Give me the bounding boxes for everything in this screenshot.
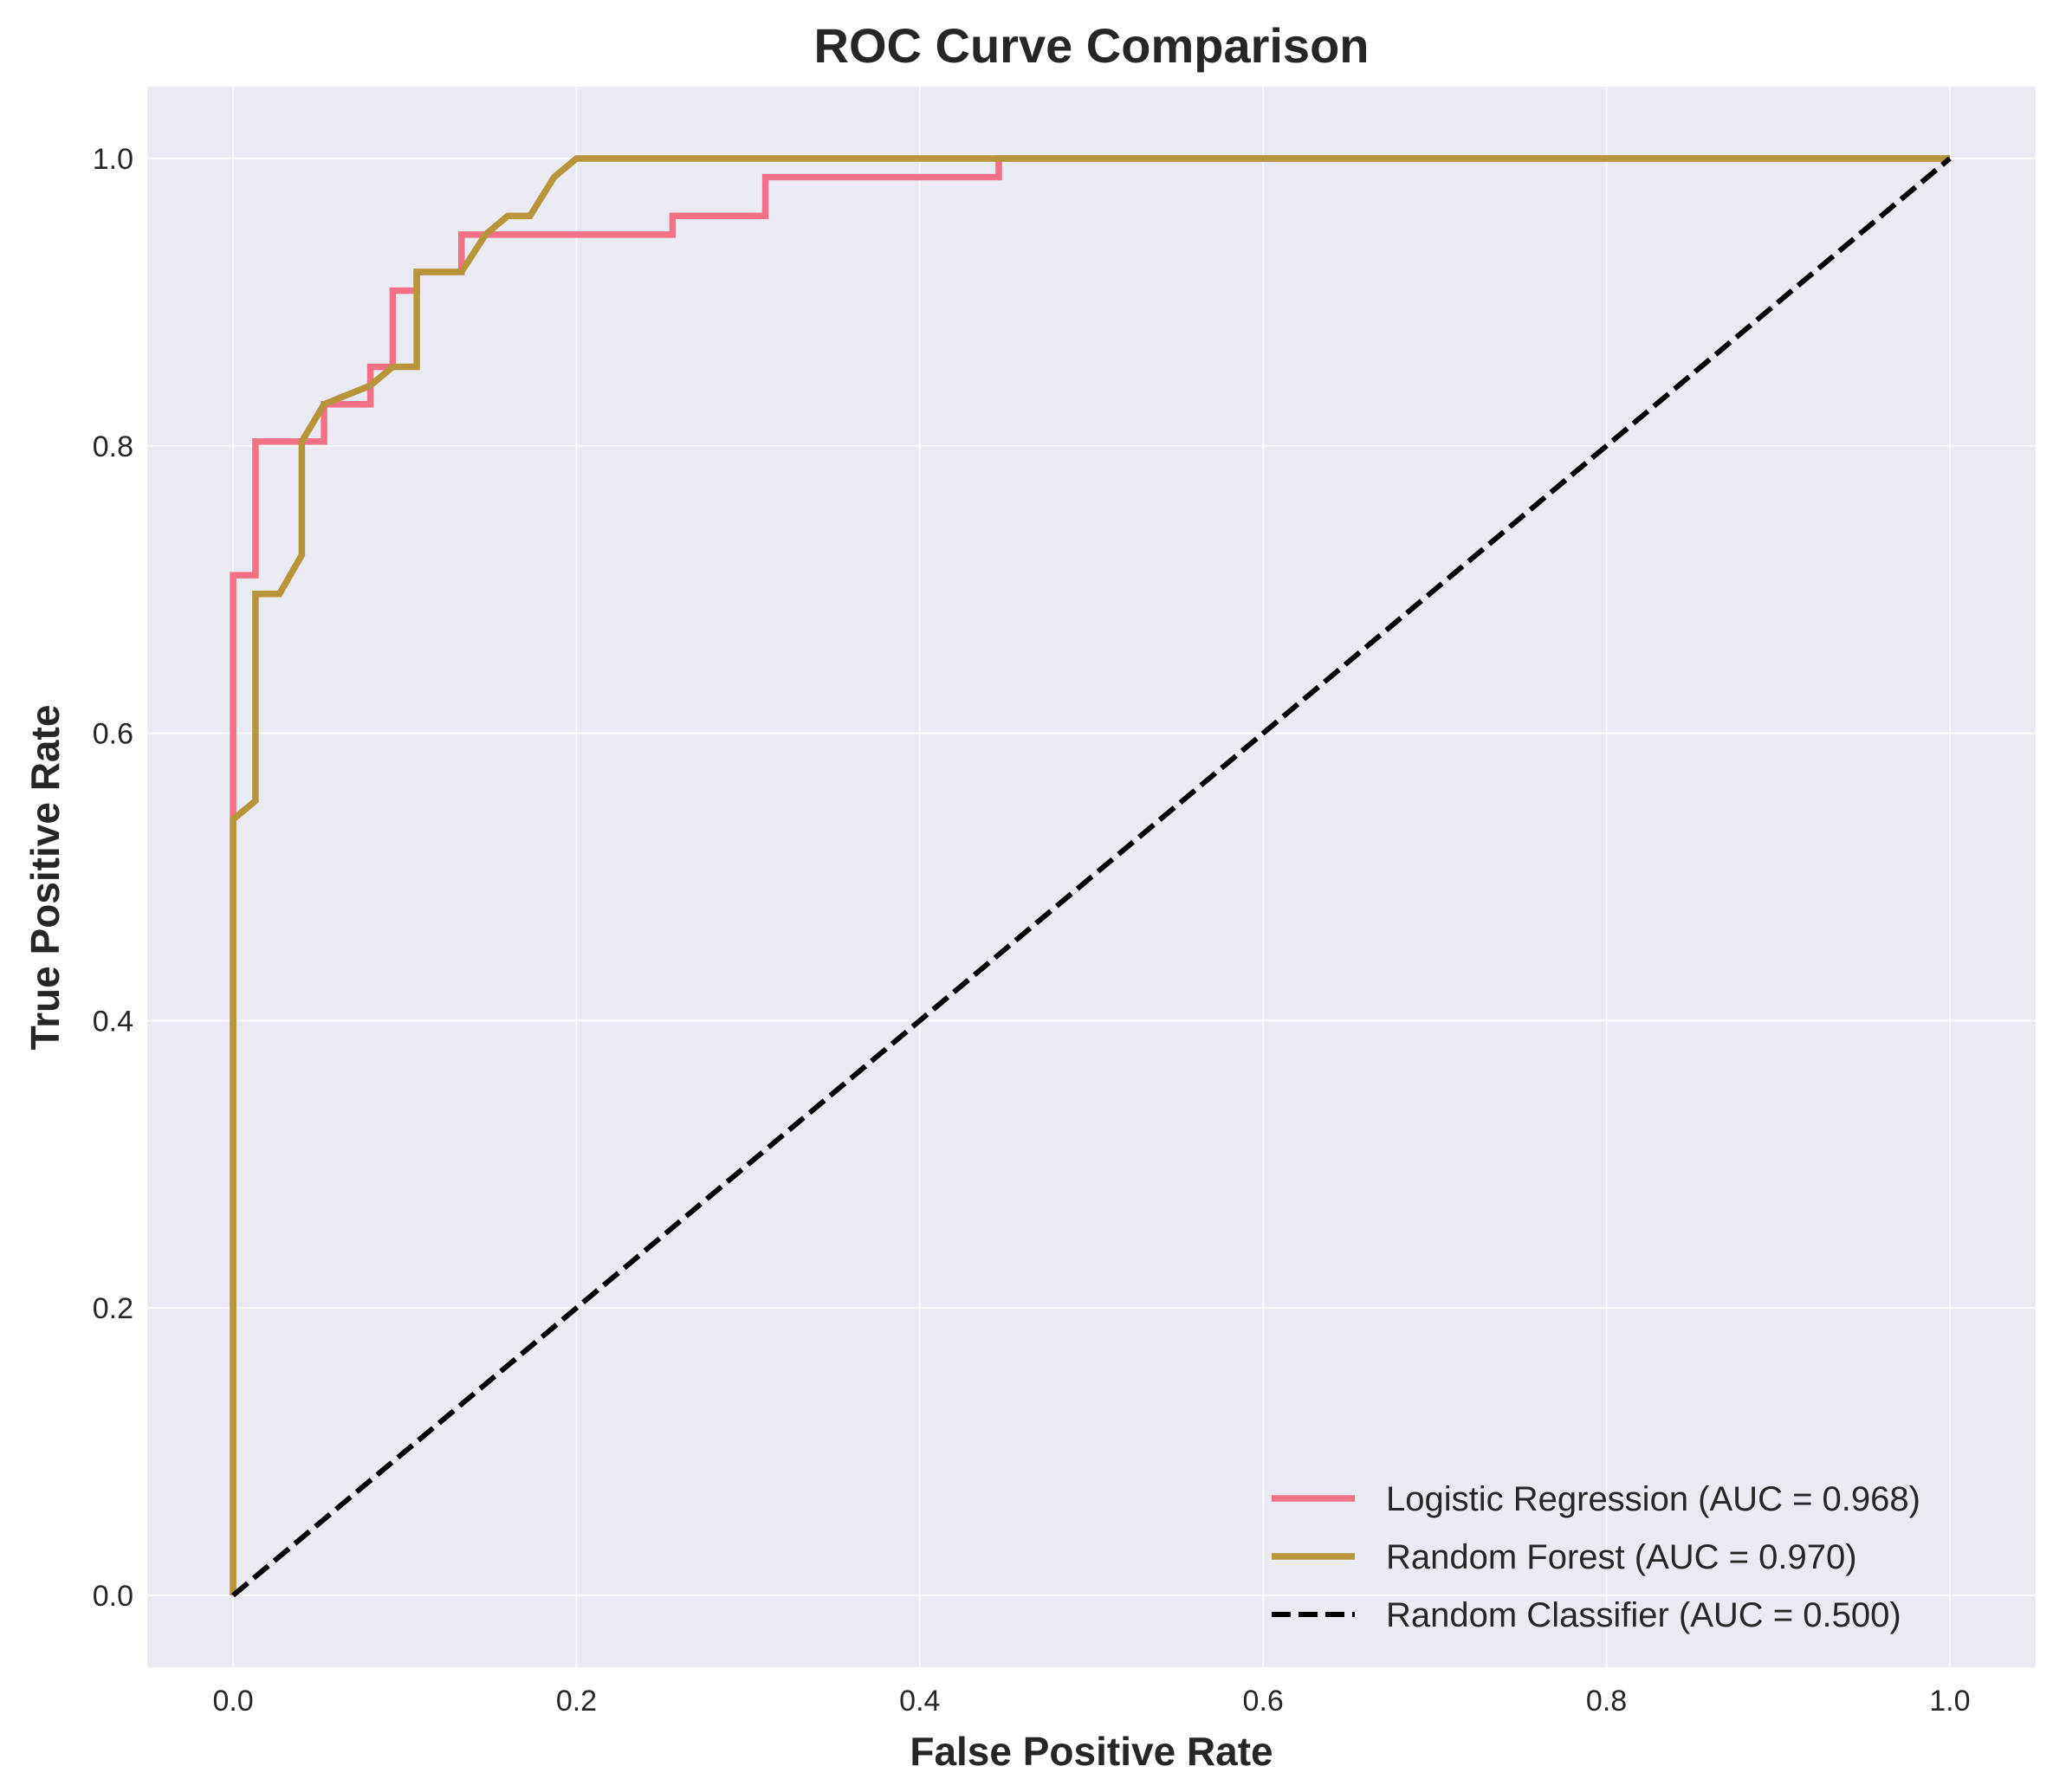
y-tick-label: 1.0 xyxy=(93,143,133,176)
x-tick-label: 0.6 xyxy=(1243,1685,1284,1718)
series-lines xyxy=(230,155,1952,1598)
y-tick-label: 0.6 xyxy=(93,718,133,751)
legend-label-2: Random Classifier (AUC = 0.500) xyxy=(1386,1596,1901,1634)
x-tick-label: 0.4 xyxy=(899,1685,940,1718)
legend-label-0: Logistic Regression (AUC = 0.968) xyxy=(1386,1480,1920,1518)
legend-label-1: Random Forest (AUC = 0.970) xyxy=(1386,1538,1857,1576)
x-tick-label: 1.0 xyxy=(1929,1685,1970,1718)
y-tick-label: 0.2 xyxy=(93,1292,133,1325)
x-tick-label: 0.8 xyxy=(1586,1685,1627,1718)
x-tick-label: 0.0 xyxy=(212,1685,253,1718)
series-line-2 xyxy=(231,156,1952,1598)
y-tick-label: 0.8 xyxy=(93,430,133,463)
y-axis-label: True Positive Rate xyxy=(23,705,68,1051)
chart-title: ROC Curve Comparison xyxy=(814,18,1370,73)
series-line-1 xyxy=(230,155,1950,1595)
legend: Logistic Regression (AUC = 0.968) Random … xyxy=(1272,1480,1920,1634)
y-tick-label: 0.0 xyxy=(93,1580,133,1613)
x-tick-label: 0.2 xyxy=(556,1685,597,1718)
x-axis-label: False Positive Rate xyxy=(910,1729,1273,1774)
tick-labels: 0.0 0.2 0.4 0.6 0.8 1.0 0.0 0.2 0.4 0.6 0.8 1.0 xyxy=(93,143,1971,1718)
y-tick-label: 0.4 xyxy=(93,1005,133,1038)
